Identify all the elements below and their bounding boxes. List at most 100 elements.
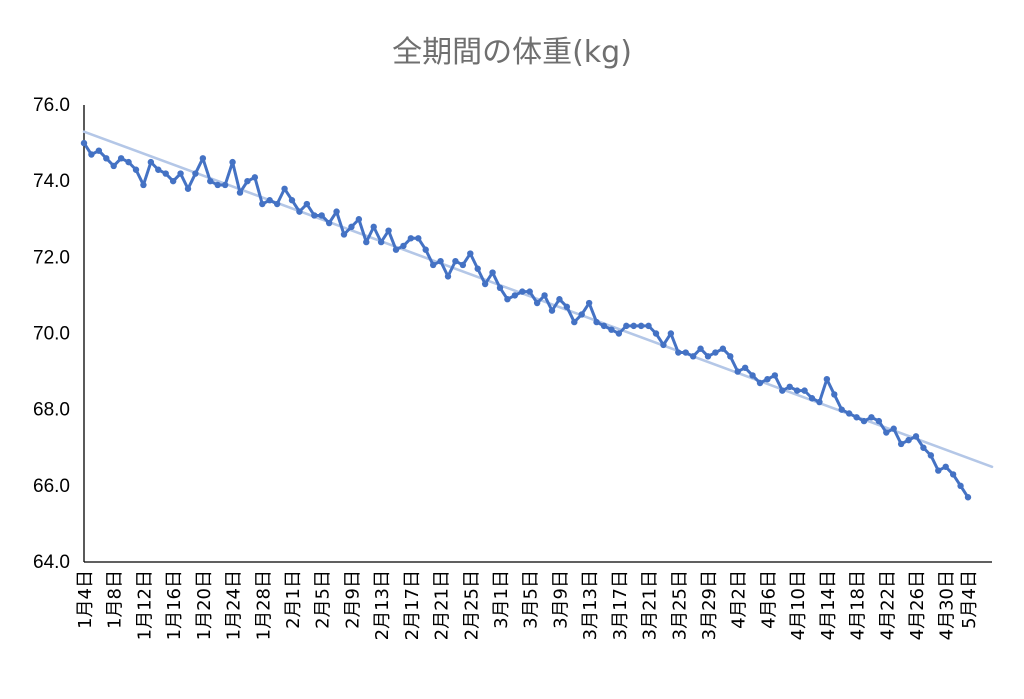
x-tick-label-group: 3月21日 [640,570,661,640]
data-point [459,261,467,269]
data-point [251,174,259,181]
data-point [132,166,140,173]
data-point [392,246,400,253]
x-tick-label: 4月10日 [788,570,809,640]
data-point [689,353,697,360]
data-point [660,341,667,349]
data-point [370,223,377,231]
x-tick-label-group: 2月25日 [461,570,482,640]
data-point [883,429,890,436]
data-point [630,322,637,330]
data-point [147,158,155,166]
x-tick-label: 2月9日 [342,570,363,629]
data-point [422,246,429,253]
data-point [444,273,452,280]
data-point [162,170,169,177]
data-point [400,242,407,250]
data-point [838,406,845,413]
x-tick-label: 3月29日 [699,570,720,640]
x-tick-label-group: 1月28日 [253,570,274,640]
data-point [548,307,556,314]
data-point [199,155,207,162]
x-tick-label: 1月28日 [253,570,274,640]
data-point [221,181,229,189]
data-point [697,345,704,352]
data-point [452,257,459,265]
data-point [949,471,957,478]
data-point [764,376,771,383]
x-tick-label: 5月4日 [959,570,980,629]
data-point [325,219,333,227]
x-tick-label-group: 2月21日 [432,570,453,640]
y-tick-label: 72.0 [33,247,70,268]
x-tick-label-group: 4月6日 [758,570,779,629]
data-point [868,414,875,421]
x-tick-label-group: 1月16日 [164,570,185,640]
x-tick-label: 1月12日 [134,570,155,640]
data-point [333,208,340,215]
x-tick-label-group: 3月9日 [550,570,571,629]
data-point [281,185,288,192]
x-tick-label: 3月17日 [610,570,631,640]
data-point [771,372,779,379]
data-point [288,197,296,204]
y-tick-label: 66.0 [33,476,70,497]
data-point [207,177,214,185]
data-point [853,414,860,421]
data-point [756,379,764,387]
x-tick-label-group: 4月18日 [848,570,869,640]
x-tick-label: 4月30日 [937,570,958,640]
x-tick-label: 1月4日 [75,570,96,629]
data-point [340,231,348,238]
data-point [88,151,95,158]
data-point [504,296,511,303]
data-point [385,227,392,234]
data-point [303,200,311,208]
y-tick-label: 70.0 [33,324,70,345]
data-point [140,181,147,189]
data-point [511,292,519,299]
data-point [675,349,682,356]
plot-area: 64.0 66.0 68.0 70.0 72.0 74.0 76.0 1月4日 1月8日 1月12… [33,95,994,640]
x-tick-label-group: 4月10日 [788,570,809,640]
x-tick-label-group: 5月4日 [959,570,980,629]
data-point [704,353,712,360]
data-point [578,311,585,318]
data-point [823,376,831,383]
data-point [727,353,734,360]
data-point [363,238,370,246]
x-tick-label: 2月21日 [432,570,453,640]
x-tick-label-group: 3月25日 [669,570,690,640]
data-point [192,170,199,177]
data-point [957,482,964,490]
data-point [95,147,103,154]
x-tick-label-group: 3月13日 [580,570,601,640]
data-point [608,326,615,333]
data-point [526,288,533,295]
data-point [169,177,177,185]
x-tick-label: 3月9日 [550,570,571,629]
data-point [719,345,727,352]
data-point [103,155,110,162]
data-point [749,372,756,379]
chart-title: 全期間の体重(kg) [392,35,632,70]
x-tick-label-group: 4月30日 [937,570,958,640]
data-point [437,257,444,265]
x-tick-label-group: 3月29日 [699,570,720,640]
x-tick-label-group: 2月13日 [372,570,393,640]
data-point [556,296,563,303]
x-tick-label-group: 1月12日 [134,570,155,640]
data-point [377,238,385,246]
y-tick-label: 64.0 [33,552,70,573]
data-point [348,223,355,231]
data-point [481,280,489,288]
data-point [80,139,88,147]
data-point [927,452,935,459]
x-tick-label: 4月22日 [877,570,898,640]
x-tick-label: 3月1日 [491,570,512,629]
data-point [214,181,221,189]
x-tick-label-group: 4月2日 [729,570,750,629]
data-point [563,303,571,311]
